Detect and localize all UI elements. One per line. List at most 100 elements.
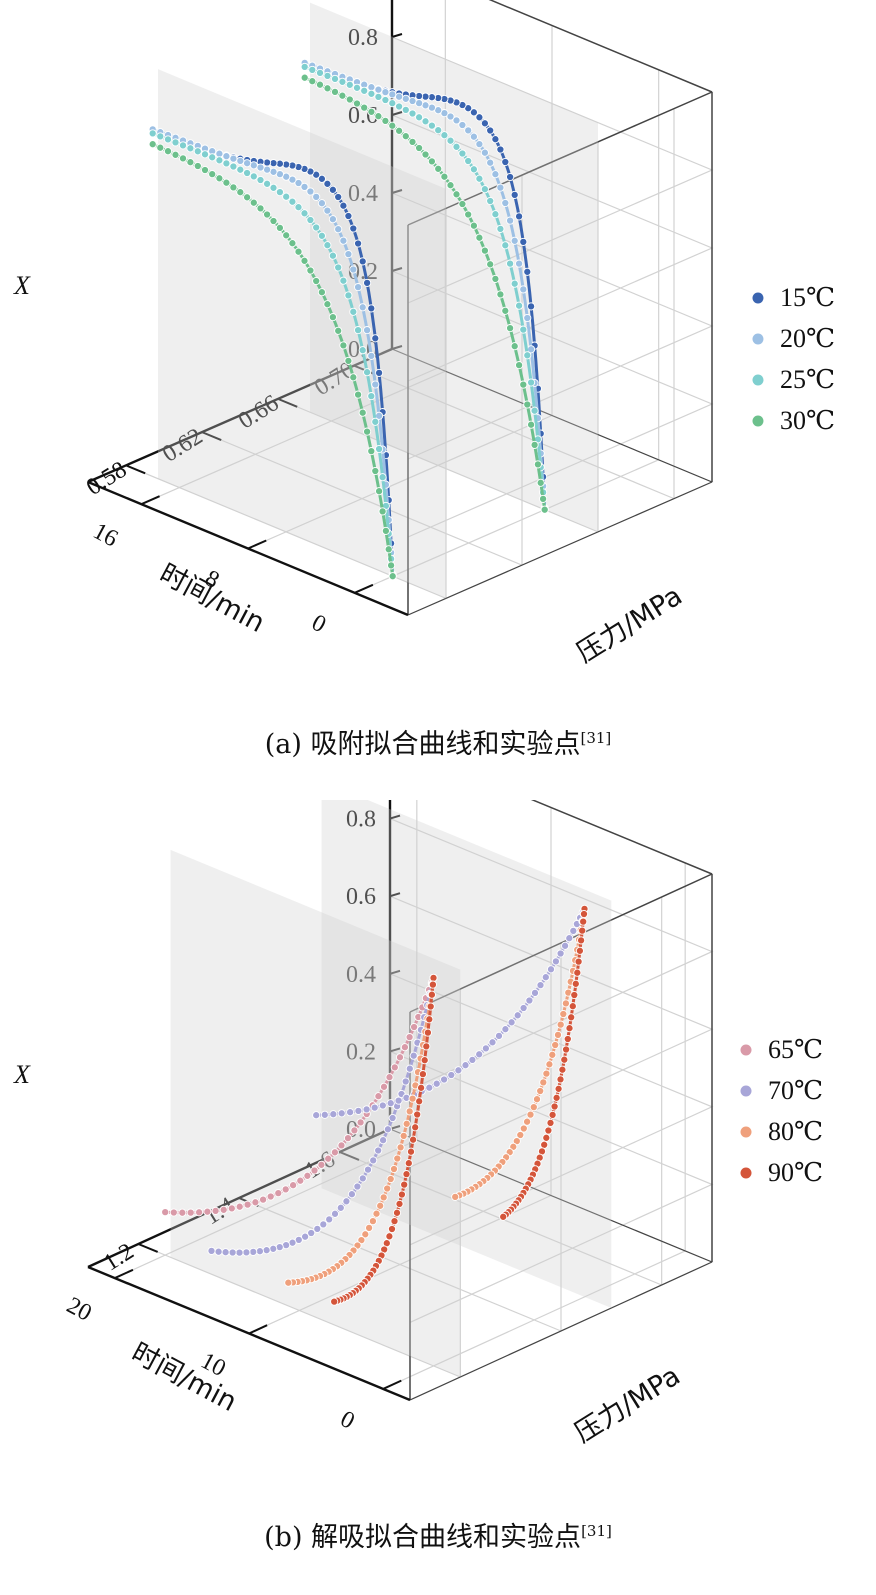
chart-b-plot: 0.00.20.40.60.81.0010201.21.41.6X时间/min压… <box>13 800 823 1449</box>
chart-a-caption-text: (a) 吸附拟合曲线和实验点 <box>264 729 581 760</box>
series-point <box>392 1208 402 1217</box>
series-point <box>563 1034 572 1044</box>
series-point <box>363 427 372 436</box>
series-point <box>343 1134 353 1143</box>
series-point <box>553 1030 563 1039</box>
series-point <box>284 1278 293 1287</box>
chart-b-caption-text: (b) 解吸拟合曲线和实验点 <box>264 1522 582 1553</box>
series-point <box>388 1113 397 1123</box>
series-point <box>349 373 358 382</box>
series-point <box>371 466 380 476</box>
series-point <box>371 417 380 426</box>
series-point <box>320 1110 329 1119</box>
series-point <box>413 1110 422 1119</box>
series-point <box>395 126 404 135</box>
series-point <box>349 224 358 233</box>
series-point <box>328 215 337 224</box>
y-gridline-floor <box>138 1243 461 1378</box>
series-point <box>408 1094 417 1103</box>
series-point <box>353 1182 362 1191</box>
series-point <box>426 1002 435 1011</box>
z-tick <box>389 814 401 820</box>
x-tick-label: 0 <box>336 1406 359 1435</box>
series-point <box>378 507 387 516</box>
series-point <box>263 165 272 174</box>
series-point <box>367 107 376 116</box>
y-axis-title: 压力/MPa <box>571 580 688 669</box>
y-tick <box>137 1243 159 1253</box>
z-tick-label: 0.4 <box>346 962 376 988</box>
series-point <box>417 1083 426 1092</box>
series-point <box>556 1075 565 1084</box>
series-point <box>523 267 532 276</box>
chart-panel-a: 0.00.20.40.60.81.008160.580.620.660.70X时… <box>13 0 835 760</box>
series-point <box>551 1040 560 1050</box>
series-point <box>236 156 245 165</box>
series-point <box>464 156 473 166</box>
series-point <box>330 1297 339 1306</box>
series-point <box>215 156 224 165</box>
series-point <box>274 1189 283 1198</box>
series-point <box>367 447 376 456</box>
series-point <box>256 175 265 185</box>
series-point <box>161 1208 170 1217</box>
chart-b-caption-ref: [31] <box>581 1522 612 1540</box>
series-point <box>346 1108 355 1117</box>
series-point <box>219 1205 228 1214</box>
series-point <box>408 137 417 146</box>
series-point <box>323 241 332 250</box>
series-point <box>475 113 484 122</box>
series-point <box>358 257 367 266</box>
series-point <box>415 99 424 108</box>
series-point <box>506 324 515 333</box>
legend-label: 20℃ <box>780 324 835 353</box>
series-point <box>308 65 317 74</box>
series-point <box>381 95 390 105</box>
series-point <box>408 96 417 106</box>
series-point <box>329 1110 338 1119</box>
series-point <box>186 158 195 167</box>
z-axis-title: X <box>13 1060 31 1089</box>
series-point <box>300 62 309 71</box>
series-point <box>306 266 315 275</box>
series-point <box>367 89 376 98</box>
series-point <box>307 1228 316 1238</box>
series-point <box>195 1208 204 1217</box>
series-point <box>427 121 436 130</box>
series-point <box>243 193 252 202</box>
box-edge <box>488 0 713 93</box>
chart-a-plot: 0.00.20.40.60.81.008160.580.620.660.70X时… <box>13 0 835 669</box>
series-point <box>354 326 363 335</box>
series-point <box>475 1050 484 1059</box>
series-point <box>386 1174 395 1184</box>
series-point <box>337 1141 346 1150</box>
series-point <box>263 179 272 188</box>
series-point <box>491 170 500 179</box>
x-tick <box>248 1324 268 1335</box>
series-point <box>294 178 303 188</box>
series-point <box>458 120 467 130</box>
series-point <box>317 288 326 297</box>
series-point <box>523 351 532 360</box>
series-point <box>515 212 524 221</box>
series-point <box>567 1013 576 1022</box>
y-tick-label: 0.58 <box>82 457 131 501</box>
series-point <box>281 1185 290 1194</box>
series-point <box>408 109 417 118</box>
series-point <box>561 999 570 1008</box>
series-point <box>208 170 217 179</box>
series-point <box>562 1045 571 1054</box>
series-point <box>404 1159 413 1168</box>
x-tick <box>140 495 160 506</box>
series-point <box>519 1003 528 1013</box>
slice-planes <box>170 800 612 1377</box>
series-point <box>527 378 536 387</box>
series-point <box>324 1154 333 1163</box>
series-point <box>464 210 473 219</box>
series-point <box>315 80 325 89</box>
series-point <box>579 909 589 919</box>
series-point <box>496 145 505 154</box>
series-point <box>388 99 397 108</box>
series-point <box>423 1028 432 1037</box>
series-point <box>266 1192 275 1201</box>
